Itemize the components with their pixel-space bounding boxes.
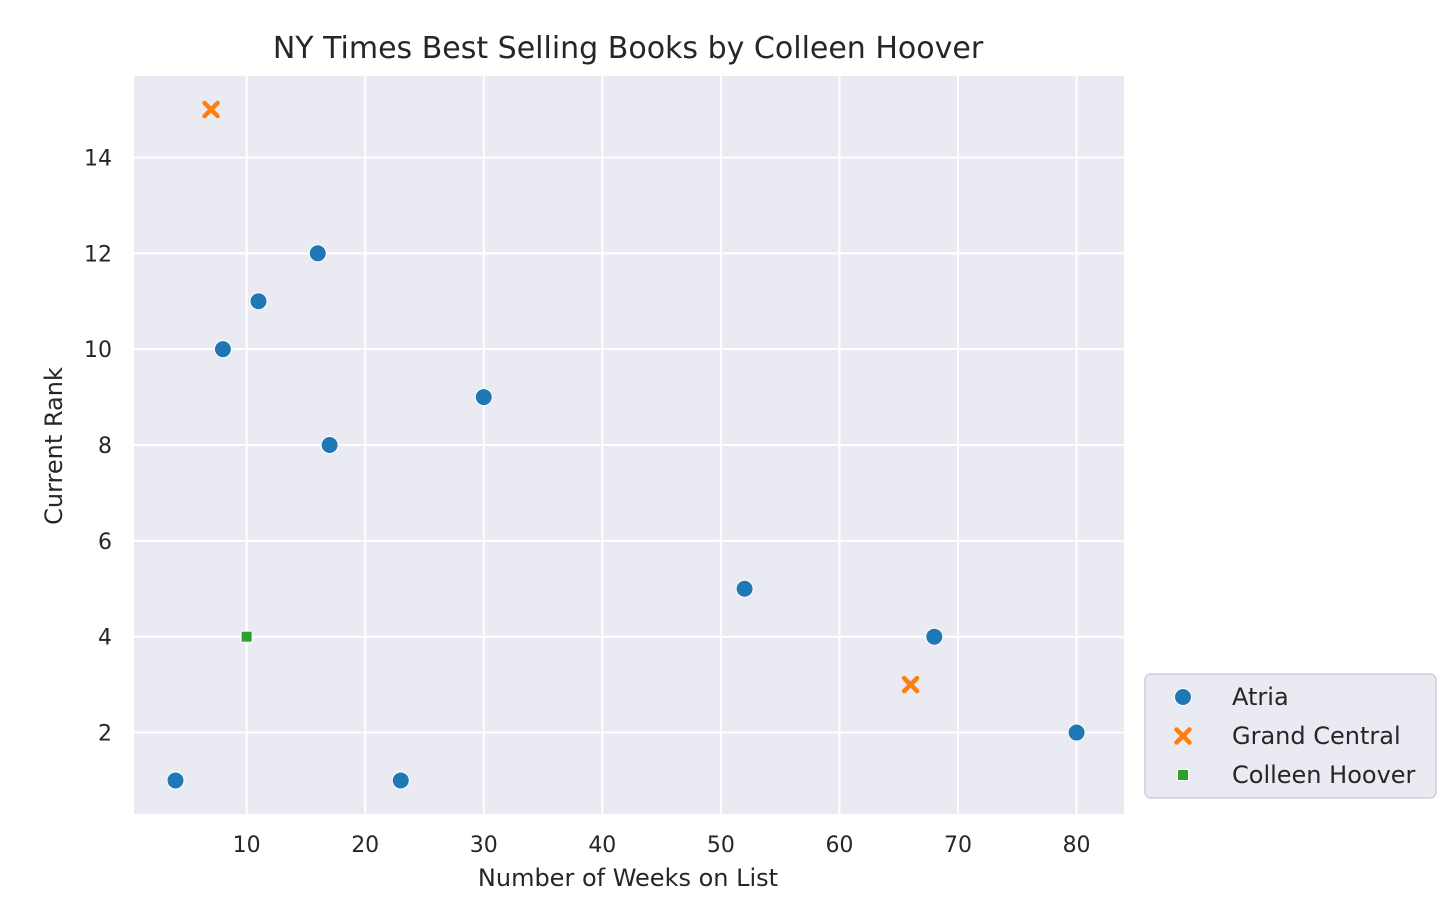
x-axis-label: Number of Weeks on List [478,864,778,892]
legend-label-atria: Atria [1232,683,1289,711]
x-tick-label: 80 [1063,833,1091,858]
legend: Atria Grand Central Colleen Hoover [1144,673,1437,799]
data-point-grand-central [202,100,220,119]
y-tick-label: 6 [98,530,112,555]
legend-label-colleen-hoover: Colleen Hoover [1232,761,1416,789]
data-point-atria [320,436,339,454]
legend-marker-grand-central [1174,727,1192,745]
data-point-atria [925,627,944,646]
data-point-atria [1067,723,1086,742]
data-point-atria [308,244,327,263]
x-tick-label: 50 [707,833,735,858]
y-axis-label: Current Rank [40,367,68,525]
y-tick-label: 4 [98,626,112,651]
data-point-atria [249,292,268,311]
x-tick-label: 20 [351,833,379,858]
chart-title: NY Times Best Selling Books by Colleen H… [273,31,984,66]
x-axis-ticks: 10 20 30 40 50 60 70 80 [233,833,1091,858]
data-point-atria [474,388,493,407]
data-point-atria [735,579,754,598]
legend-label-grand-central: Grand Central [1232,722,1401,750]
y-tick-label: 8 [98,434,112,459]
x-tick-label: 40 [588,833,616,858]
x-tick-label: 30 [470,833,498,858]
x-tick-label: 60 [825,833,853,858]
legend-marker-atria [1174,688,1192,706]
x-tick-label: 10 [233,833,261,858]
data-point-atria [391,771,410,790]
data-point-grand-central [901,675,920,694]
y-axis-ticks: 2 4 6 8 10 12 14 [84,146,112,746]
grid [134,76,1124,814]
data-points [166,100,1086,790]
x-tick-label: 70 [944,833,972,858]
data-point-atria [213,340,232,359]
data-point-atria [166,771,185,790]
y-tick-label: 2 [98,722,112,747]
legend-marker-colleen-hoover [1177,769,1189,781]
y-tick-label: 14 [84,146,112,171]
y-tick-label: 12 [84,242,112,267]
legend-box [1144,673,1437,799]
data-point-colleen-hoover [240,630,253,643]
y-tick-label: 10 [84,338,112,363]
